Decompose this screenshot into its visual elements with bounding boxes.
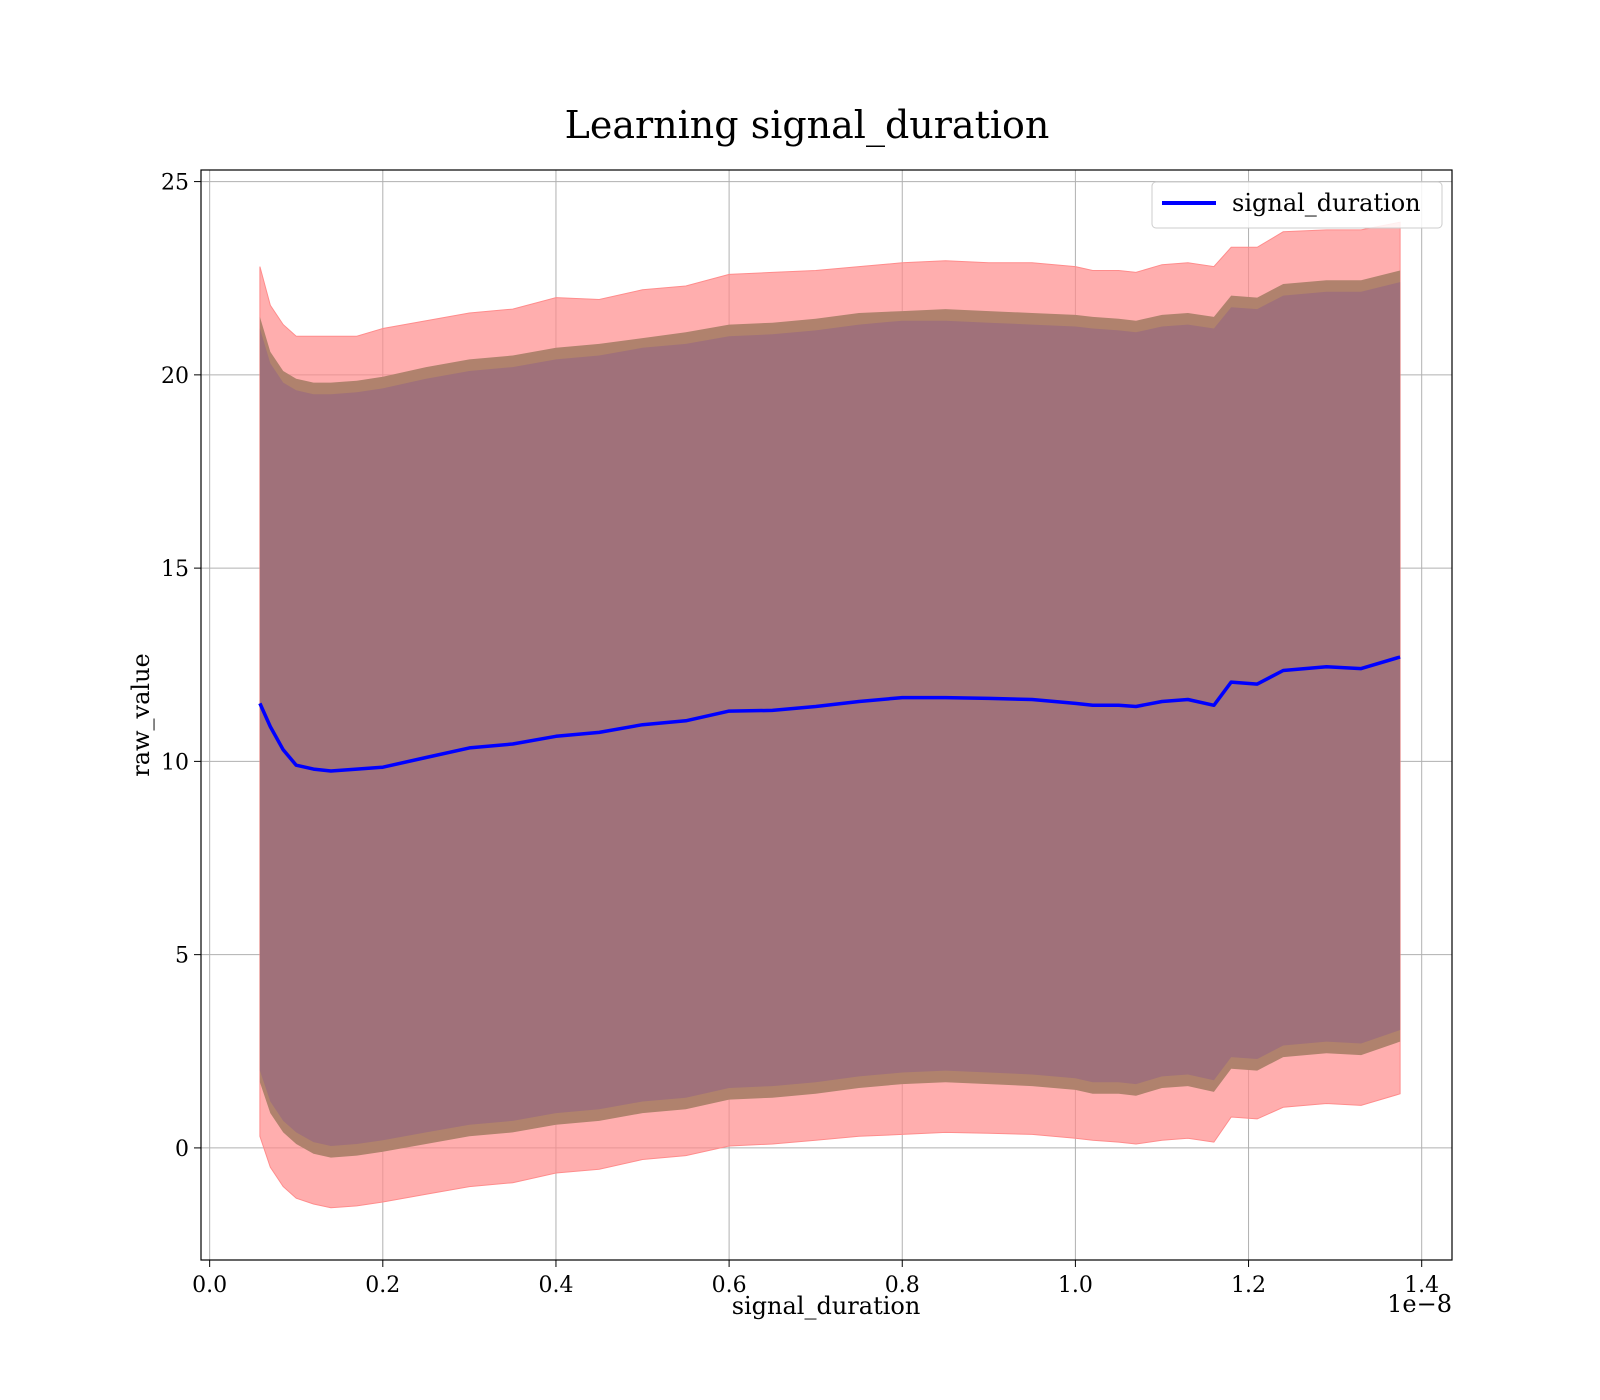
plot-area-frame — [200, 169, 1453, 1261]
x-tick-label-0: 0.0 — [192, 1273, 227, 1298]
x-tick-label-6: 1.2 — [1231, 1273, 1266, 1298]
series-lines — [258, 655, 1401, 773]
legend: signal_duration — [1151, 181, 1443, 229]
y-tick-label-1: 5 — [175, 944, 189, 969]
x-axis-label: signal_duration — [732, 1292, 921, 1320]
x-axis-offset-label: 1e−8 — [1387, 1290, 1452, 1318]
y-tick-label-3: 15 — [161, 557, 189, 582]
y-axis-ticks: 0 5 10 15 20 25 — [161, 171, 201, 1162]
y-axis-label: raw_value — [127, 653, 155, 777]
series-line-signal-duration — [258, 655, 1401, 773]
x-tick-label-1: 0.2 — [365, 1273, 400, 1298]
y-tick-label-2: 10 — [161, 750, 189, 775]
y-tick-label-5: 25 — [161, 171, 189, 196]
legend-box — [1151, 181, 1443, 229]
confidence-bands — [259, 221, 1401, 1209]
inner-band — [259, 282, 1401, 1147]
x-axis-ticks: 0.0 0.2 0.4 0.6 0.8 1.0 1.2 1.4 — [192, 1260, 1439, 1298]
x-tick-label-3: 0.6 — [712, 1273, 747, 1298]
chart-title: Learning signal_duration — [565, 103, 1050, 148]
y-tick-label-4: 20 — [161, 364, 189, 389]
y-tick-label-0: 0 — [175, 1137, 189, 1162]
x-tick-label-5: 1.0 — [1058, 1273, 1093, 1298]
x-tick-label-2: 0.4 — [538, 1273, 573, 1298]
x-tick-label-4: 0.8 — [885, 1273, 920, 1298]
x-tick-label-7: 1.4 — [1404, 1273, 1439, 1298]
legend-entry-signal-duration: signal_duration — [1232, 189, 1421, 217]
